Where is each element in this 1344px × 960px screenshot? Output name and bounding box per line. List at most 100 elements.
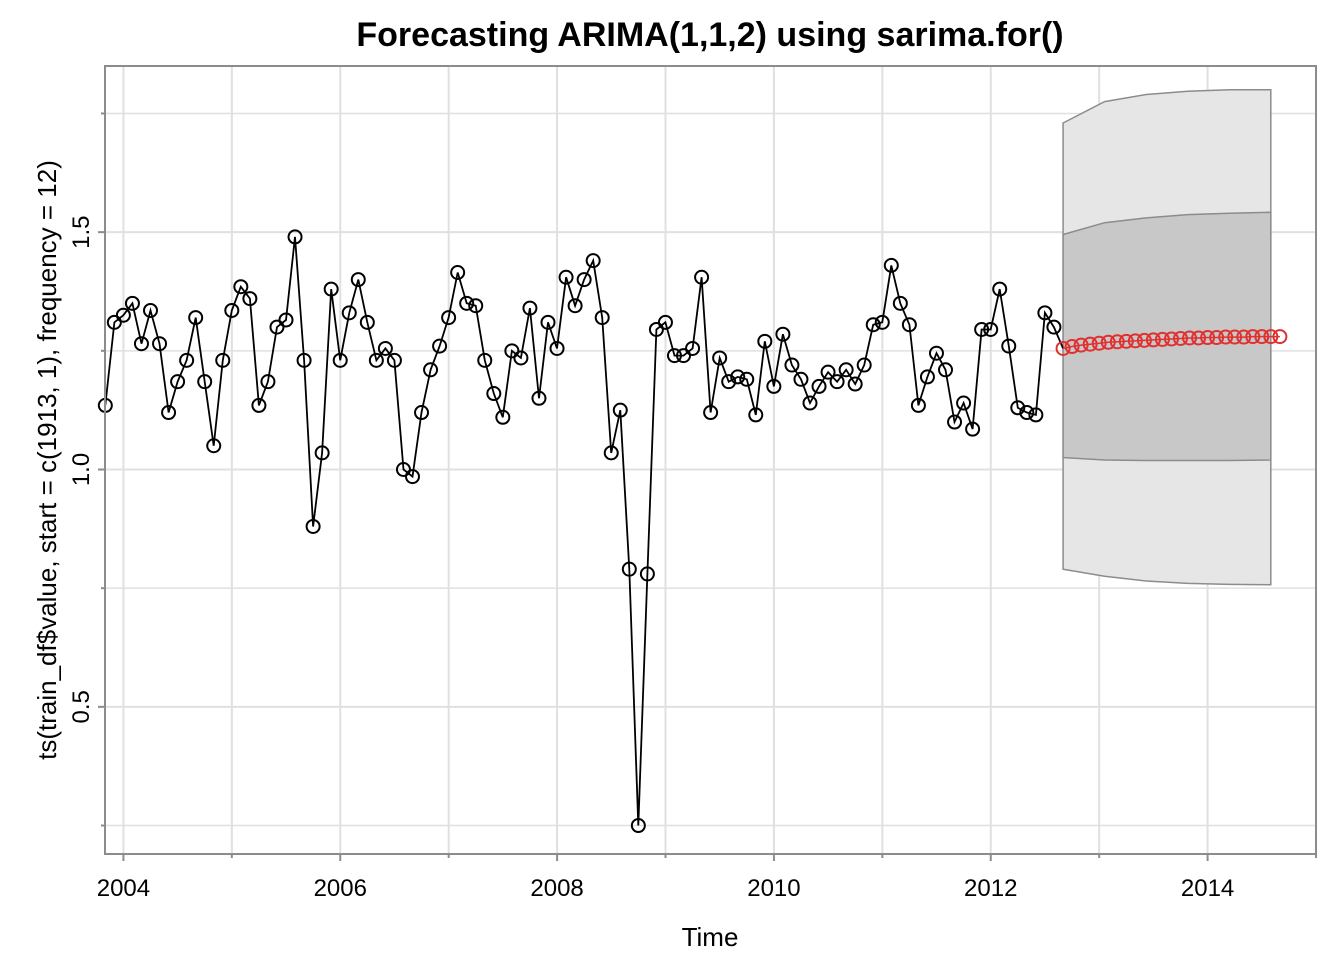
observed-point <box>522 300 538 316</box>
observed-point <box>739 371 755 387</box>
forecast-point <box>1091 335 1107 351</box>
observed-point <box>423 362 439 378</box>
observed-point <box>630 818 646 834</box>
observed-point <box>206 438 222 454</box>
observed-point <box>676 348 692 364</box>
forecast-bands <box>1062 88 1272 586</box>
observed-point <box>802 395 818 411</box>
observed-point <box>928 345 944 361</box>
observed-point <box>359 314 375 330</box>
observed-point <box>983 321 999 337</box>
observed-point <box>450 264 466 280</box>
observed-point <box>305 518 321 534</box>
band-80 <box>1062 211 1272 462</box>
observed-point <box>531 390 547 406</box>
forecast-point <box>1254 329 1270 345</box>
plot-frame <box>104 65 1317 855</box>
observed-point <box>197 374 213 390</box>
observed-point <box>703 405 719 421</box>
observed-point <box>341 305 357 321</box>
observed-point <box>576 272 592 288</box>
observed-point <box>477 352 493 368</box>
observed-point <box>874 314 890 330</box>
x-tick-label: 2012 <box>964 875 1017 902</box>
observed-point <box>901 317 917 333</box>
observed-point <box>1010 400 1026 416</box>
forecast-point <box>1055 340 1071 356</box>
y-tick-label: 1.0 <box>68 453 95 486</box>
forecast-point <box>1154 331 1170 347</box>
observed-point <box>666 348 682 364</box>
observed-point <box>395 461 411 477</box>
observed-point <box>639 566 655 582</box>
forecast-point <box>1272 329 1288 345</box>
forecast-point <box>1263 329 1279 345</box>
x-tick-label: 2008 <box>530 875 583 902</box>
observed-point <box>179 352 195 368</box>
forecast-point <box>1082 336 1098 352</box>
observed-point <box>242 291 258 307</box>
observed-point <box>657 314 673 330</box>
forecast-point <box>1209 330 1225 346</box>
x-tick-label: 2010 <box>747 875 800 902</box>
observed-point <box>414 405 430 421</box>
observed-point <box>170 374 186 390</box>
observed-point <box>883 257 899 273</box>
observed-point <box>377 340 393 356</box>
observed-point <box>260 374 276 390</box>
observed-point <box>540 314 556 330</box>
observed-point <box>224 302 240 318</box>
observed-point <box>188 310 204 326</box>
observed-point <box>892 295 908 311</box>
observed-point <box>594 310 610 326</box>
forecast-point <box>1218 329 1234 345</box>
observed-point <box>350 272 366 288</box>
observed-point <box>386 352 402 368</box>
observed-point <box>956 395 972 411</box>
observed-point <box>838 362 854 378</box>
observed-point <box>1019 405 1035 421</box>
observed-point <box>558 269 574 285</box>
forecast-point <box>1118 333 1134 349</box>
observed-point <box>648 321 664 337</box>
observed-point <box>161 405 177 421</box>
observed-point <box>974 321 990 337</box>
y-tick-label: 1.5 <box>68 215 95 248</box>
observed-point <box>847 376 863 392</box>
forecast-point <box>1073 337 1089 353</box>
observed-point <box>1001 338 1017 354</box>
axes: 2004 2006 2008 2010 2012 2014 0.5 1.0 1.5 <box>68 112 1317 902</box>
observed-point <box>404 469 420 485</box>
observed-point <box>549 340 565 356</box>
observed-point <box>432 338 448 354</box>
observed-point <box>142 302 158 318</box>
observed-point <box>323 281 339 297</box>
observed-point <box>793 371 809 387</box>
forecast-point <box>1173 330 1189 346</box>
observed-point <box>278 312 294 328</box>
observed-point <box>504 343 520 359</box>
forecast-point <box>1064 339 1080 355</box>
forecast-point <box>1163 331 1179 347</box>
observed-point <box>585 253 601 269</box>
observed-point <box>910 397 926 413</box>
observed-point <box>233 279 249 295</box>
chart-title: Forecasting ARIMA(1,1,2) using sarima.fo… <box>356 16 1063 54</box>
observed-point <box>621 561 637 577</box>
forecast-point <box>1200 330 1216 346</box>
observed-point <box>314 445 330 461</box>
observed-point <box>856 357 872 373</box>
observed-point <box>965 421 981 437</box>
observed-point <box>459 295 475 311</box>
observed-point <box>757 333 773 349</box>
observed-point <box>766 378 782 394</box>
forecast-point <box>1182 330 1198 346</box>
observed-point <box>1046 319 1062 335</box>
observed-point <box>721 374 737 390</box>
observed-point <box>495 409 511 425</box>
observed-point <box>513 350 529 366</box>
observed-point <box>251 397 267 413</box>
observed-point <box>694 269 710 285</box>
observed-point <box>1028 407 1044 423</box>
forecast-line <box>1062 335 1280 350</box>
